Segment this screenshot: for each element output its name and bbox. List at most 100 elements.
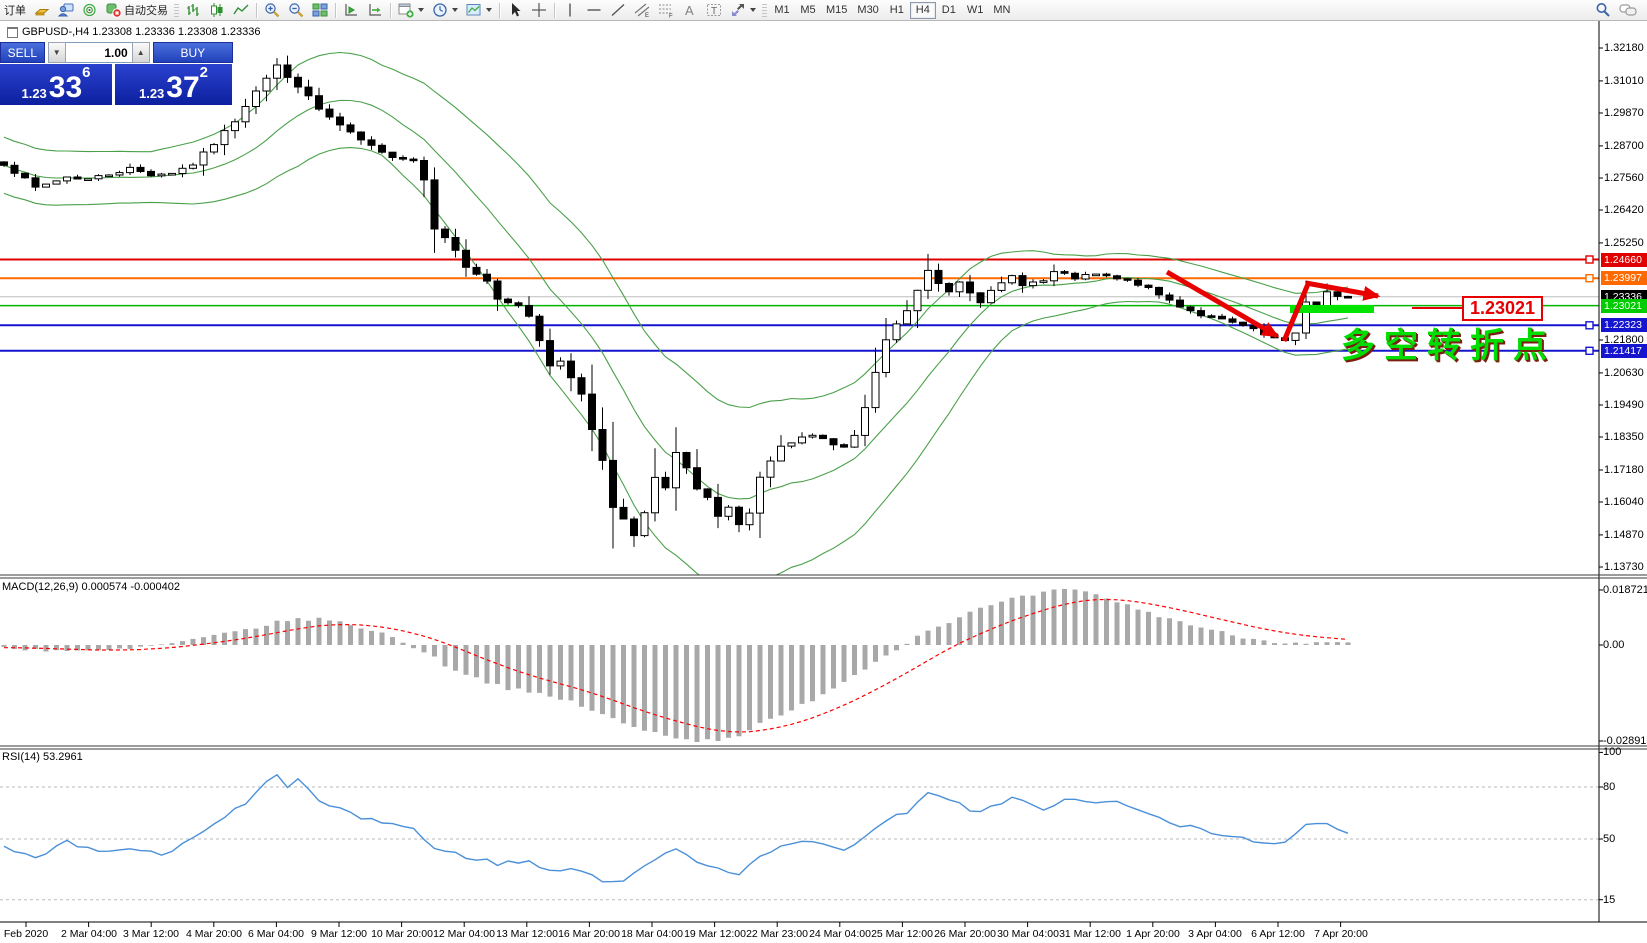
crosshair-button[interactable] (527, 1, 551, 19)
time-axis-label: 13 Mar 12:00 (496, 928, 558, 940)
price-tick-label: 1.26420 (1604, 204, 1644, 216)
tile-windows-button[interactable] (308, 1, 332, 19)
time-axis-label: 1 Apr 20:00 (1126, 928, 1180, 940)
chat-button[interactable] (1615, 1, 1641, 19)
dropdown-caret (486, 8, 492, 12)
channel-button[interactable]: E (630, 1, 654, 19)
cursor-button[interactable] (503, 1, 527, 19)
time-axis-label: 25 Mar 12:00 (871, 928, 933, 940)
timeframe-m5[interactable]: M5 (795, 2, 821, 19)
autotrade-icon (106, 2, 122, 18)
time-axis-label: 31 Mar 12:00 (1059, 928, 1121, 940)
volume-decrease-button[interactable]: ▼ (47, 42, 66, 63)
macd-axis-label: 0.018721 (1603, 584, 1647, 596)
price-line-label: 1.22323 (1601, 318, 1647, 332)
time-axis-label: 4 Mar 20:00 (185, 928, 243, 940)
label-button[interactable]: T (702, 1, 726, 19)
search-icon (1595, 2, 1611, 18)
text-button[interactable]: A (678, 1, 702, 19)
svg-text:F: F (669, 14, 673, 19)
line-chart-icon (233, 2, 249, 18)
trendline-button[interactable] (606, 1, 630, 19)
horizontal-line-button[interactable] (582, 1, 606, 19)
timeframe-m15[interactable]: M15 (821, 2, 852, 19)
candlestick-button[interactable] (205, 1, 229, 19)
autotrade-label: 自动交易 (124, 5, 168, 17)
sound-button[interactable] (78, 1, 102, 19)
trendline-icon (610, 2, 626, 18)
buy-button[interactable]: BUY (152, 42, 233, 63)
price-tick-label: 1.27560 (1604, 172, 1644, 184)
time-axis-label: 18 Mar 04:00 (621, 928, 683, 940)
buy-price-display[interactable]: 1.23 37 2 (115, 64, 232, 105)
chart-shift-button[interactable] (339, 1, 363, 19)
timeframe-mn[interactable]: MN (988, 2, 1015, 19)
timeframe-h4[interactable]: H4 (909, 1, 936, 19)
time-axis-label: 30 Mar 04:00 (997, 928, 1059, 940)
bar-chart-button[interactable] (181, 1, 205, 19)
toolbar-separator (256, 2, 257, 18)
sell-button[interactable]: SELL (0, 42, 45, 63)
shapes-icon (730, 2, 746, 18)
account-button[interactable] (54, 1, 78, 19)
timeframe-d1[interactable]: D1 (936, 2, 962, 19)
candlestick-icon (209, 2, 225, 18)
chart-window-icon (7, 26, 18, 38)
rsi-axis-label: 15 (1603, 894, 1616, 906)
time-axis-label: 26 Mar 20:00 (934, 928, 996, 940)
time-axis-label: 6 Apr 12:00 (1251, 928, 1305, 940)
dropdown-caret (452, 8, 458, 12)
toolbar-separator (554, 2, 555, 18)
sound-icon (82, 2, 98, 18)
timeframe-m1[interactable]: M1 (769, 2, 795, 19)
time-axis-label: 12 Mar 04:00 (433, 928, 495, 940)
shapes-button[interactable] (726, 1, 760, 19)
vertical-line-button[interactable] (558, 1, 582, 19)
timeframe-w1[interactable]: W1 (962, 2, 989, 19)
price-annotation-box[interactable]: 1.23021 (1462, 296, 1544, 321)
timeframe-h1[interactable]: H1 (884, 2, 910, 19)
price-line-label: 1.23997 (1601, 271, 1647, 285)
autotrade-button[interactable]: 自动交易 (102, 1, 172, 19)
orders-button[interactable]: 订单 (0, 1, 30, 19)
chart-shift-icon (343, 2, 359, 18)
price-tick-label: 1.14870 (1604, 529, 1644, 541)
search-button[interactable] (1591, 1, 1615, 19)
price-tick-label: 1.18350 (1604, 431, 1644, 443)
buy-price-big: 37 (166, 71, 200, 104)
volume-increase-button[interactable]: ▲ (131, 42, 150, 63)
time-axis-label: Feb 2020 (3, 928, 49, 940)
zoom-in-button[interactable] (260, 1, 284, 19)
zoom-out-button[interactable] (284, 1, 308, 19)
fibonacci-button[interactable]: F (654, 1, 678, 19)
toolbar-grip (174, 3, 179, 17)
turning-point-annotation[interactable]: 多空转折点 (1341, 327, 1556, 365)
sell-price-display[interactable]: 1.23 33 6 (0, 64, 112, 105)
line-chart-button[interactable] (229, 1, 253, 19)
price-tick-label: 1.17180 (1604, 464, 1644, 476)
price-tick-label: 1.19490 (1604, 399, 1644, 411)
dropdown-caret (750, 8, 756, 12)
auto-scroll-button[interactable] (363, 1, 387, 19)
sell-price-sup: 6 (82, 64, 91, 81)
new-chart-button[interactable] (394, 1, 428, 19)
template-icon (466, 2, 482, 18)
template-button[interactable] (462, 1, 496, 19)
clock-icon (432, 2, 448, 18)
crosshair-icon (531, 2, 547, 18)
macd-indicator-label: MACD(12,26,9) 0.000574 -0.000402 (2, 581, 180, 593)
price-tick-label: 1.25250 (1604, 237, 1644, 249)
sell-price-prefix: 1.23 (21, 86, 47, 101)
buy-price-prefix: 1.23 (138, 86, 165, 101)
macd-axis-label: -0.028913 (1603, 735, 1647, 747)
new-order-button[interactable] (30, 1, 54, 19)
timeframe-m30[interactable]: M30 (852, 2, 883, 19)
price-tick-label: 1.13730 (1604, 561, 1644, 573)
symbol-header: GBPUSD-,H4 1.23308 1.23336 1.23308 1.233… (7, 26, 261, 38)
price-tick-label: 1.20630 (1604, 367, 1644, 379)
time-axis-label: 10 Mar 20:00 (371, 928, 433, 940)
period-button[interactable] (428, 1, 462, 19)
volume-input[interactable] (65, 42, 132, 63)
